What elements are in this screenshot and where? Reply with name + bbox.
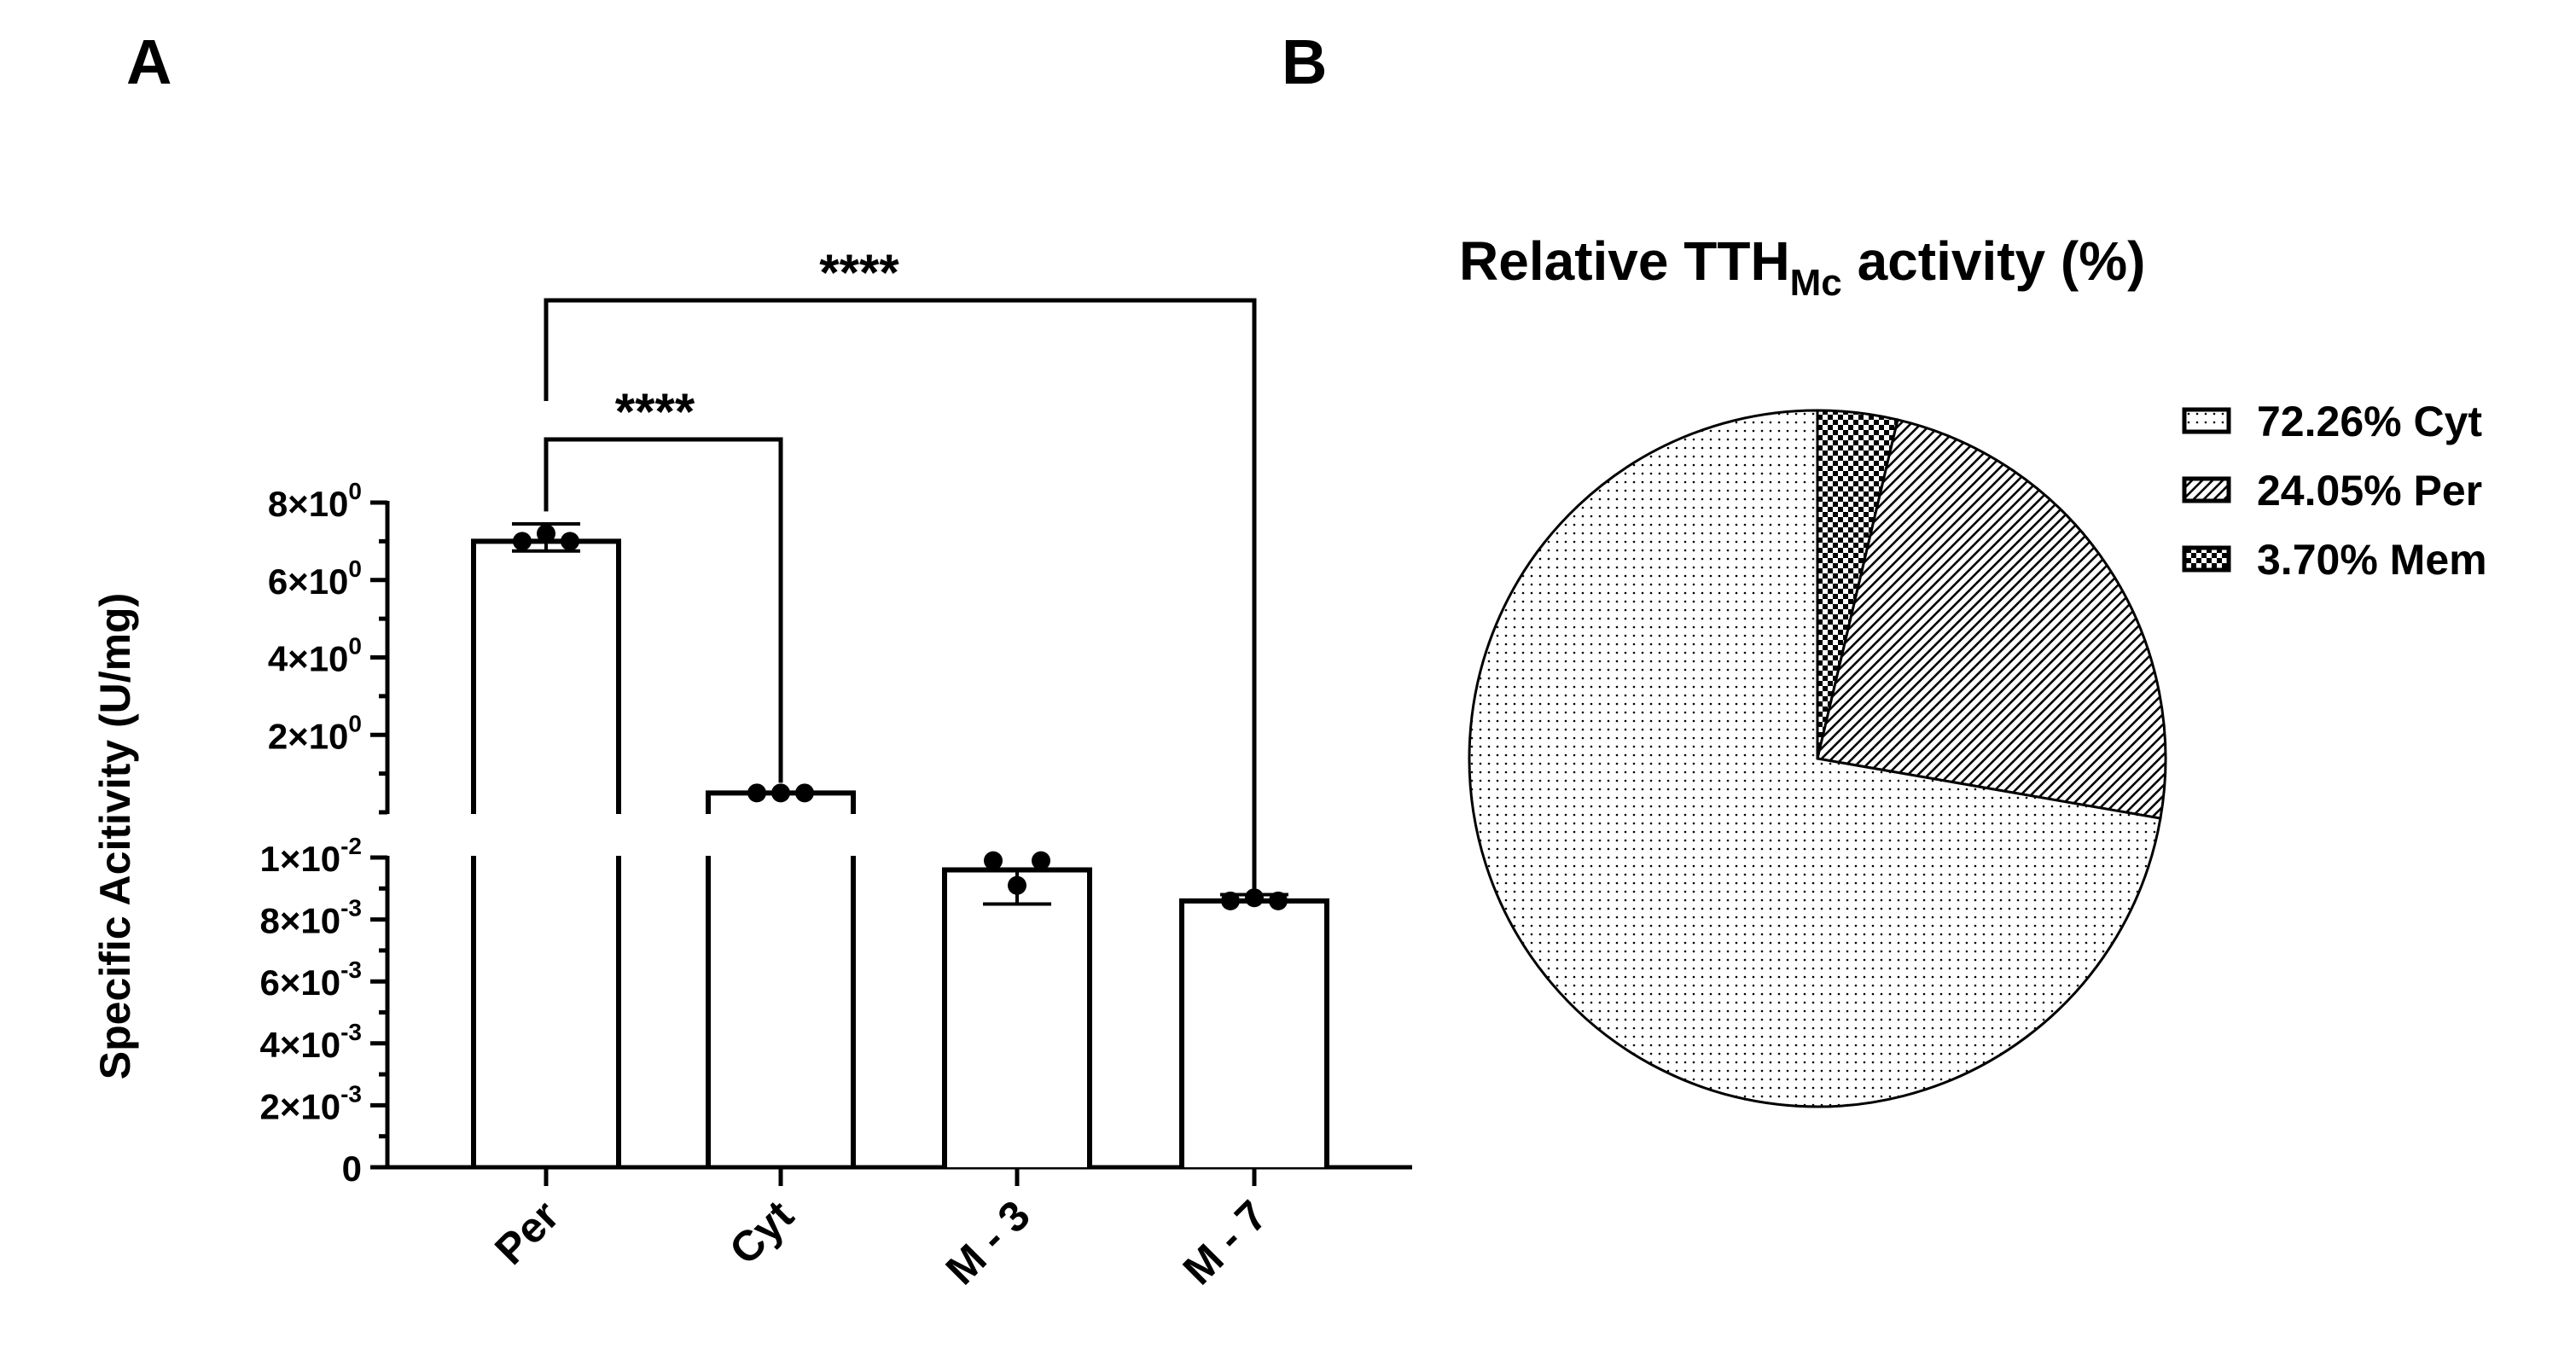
- y-tick-label: 2×10-3: [259, 1080, 362, 1126]
- pie-chart: Relative TTHMc activity (%) 72.26% Cyt 24…: [1459, 230, 2487, 1108]
- y-tick-exponent: 0: [348, 478, 362, 504]
- y-tick-label: 6×100: [268, 555, 362, 602]
- y-tick-exponent: -2: [340, 833, 362, 859]
- data-point: [795, 783, 814, 803]
- bar-lower-part: [471, 856, 621, 1167]
- pie-title-tail: activity (%): [1842, 230, 2146, 292]
- x-tick-label: Cyt: [720, 1191, 803, 1274]
- data-point: [561, 532, 579, 551]
- significance-label: ****: [615, 383, 695, 440]
- y-tick-exponent: -3: [340, 957, 362, 983]
- y-tick-exponent: -3: [340, 1080, 362, 1107]
- y-tick-label: 8×10-3: [259, 895, 362, 941]
- data-point: [537, 524, 555, 544]
- bar: [1179, 898, 1329, 1167]
- data-point: [513, 532, 532, 551]
- bar-chart: Specific Acitivity (U/mg) ******** 02×10…: [91, 244, 1412, 1294]
- y-tick-exponent: 0: [348, 633, 362, 660]
- bar: [942, 867, 1092, 1167]
- y-tick-mantissa: 2×10: [268, 716, 349, 756]
- pie-title-subscript: Mc: [1790, 262, 1842, 304]
- legend: 72.26% Cyt 24.05% Per 3.70% Mem: [2182, 398, 2487, 584]
- pie-title-main: Relative TTH: [1459, 230, 1790, 292]
- data-point: [1032, 851, 1050, 870]
- y-tick-label: 8×100: [268, 478, 362, 524]
- y-tick-labels: 02×10-34×10-36×10-38×10-31×10-22×1004×10…: [259, 478, 362, 1189]
- y-tick-label: 4×100: [268, 633, 362, 679]
- x-tick-label: M - 7: [1174, 1191, 1276, 1294]
- pie-slice-cyt: [1468, 409, 2162, 1108]
- legend-swatch: [2182, 407, 2231, 434]
- significance-bracket: [544, 437, 783, 783]
- y-tick-exponent: -3: [340, 895, 362, 922]
- data-point: [1008, 875, 1026, 895]
- y-tick-label: 1×10-2: [259, 833, 362, 879]
- y-tick-mantissa: 6×10: [268, 561, 349, 602]
- pie-slices: [1468, 409, 2167, 1108]
- significance-bracket: [544, 298, 1257, 891]
- y-tick-exponent: 0: [348, 710, 362, 736]
- y-tick-exponent: -3: [340, 1019, 362, 1045]
- y-tick-mantissa: 8×10: [268, 484, 349, 524]
- x-tick-label: M - 3: [937, 1191, 1039, 1294]
- y-tick-mantissa: 1×10: [259, 839, 340, 879]
- significance-label: ****: [819, 244, 899, 301]
- pie-slice-per: [1816, 418, 2167, 820]
- data-point: [747, 783, 766, 803]
- data-point: [1269, 891, 1288, 910]
- y-tick-mantissa: 8×10: [259, 901, 340, 941]
- y-tick-mantissa: 4×10: [259, 1025, 340, 1065]
- y-tick-mantissa: 2×10: [259, 1086, 340, 1126]
- panel-b-label: B: [1282, 26, 1327, 97]
- y-tick-label: 2×100: [268, 710, 362, 756]
- significance-brackets: **** ****: [544, 244, 1257, 891]
- y-axis-title: Specific Acitivity (U/mg): [91, 593, 139, 1079]
- y-tick-mantissa: 0: [342, 1148, 362, 1189]
- y-tick-label: 4×10-3: [259, 1019, 362, 1065]
- bar-series: [471, 521, 1329, 1167]
- legend-label: 72.26% Cyt: [2257, 398, 2482, 445]
- legend-label: 24.05% Per: [2257, 467, 2482, 515]
- legend-swatch: [2182, 476, 2231, 503]
- y-tick-mantissa: 6×10: [259, 962, 340, 1003]
- pie-title: Relative TTHMc activity (%): [1459, 230, 2145, 304]
- data-point: [771, 783, 790, 803]
- bar-lower-part: [706, 856, 856, 1167]
- data-point: [1245, 888, 1264, 908]
- data-point: [984, 851, 1003, 870]
- panel-a-label: A: [126, 26, 172, 97]
- bar: [471, 538, 621, 814]
- y-tick-mantissa: 4×10: [268, 639, 349, 679]
- x-tick-label: Per: [486, 1191, 568, 1274]
- legend-swatch: [2182, 545, 2231, 573]
- legend-label: 3.70% Mem: [2257, 536, 2487, 584]
- x-tick-labels: Per Cyt M - 3 M - 7: [486, 1191, 1276, 1294]
- y-tick-label: 0: [342, 1148, 362, 1189]
- data-point: [1221, 891, 1240, 910]
- data-point-series: [513, 524, 1288, 910]
- y-tick-exponent: 0: [348, 555, 362, 582]
- y-tick-label: 6×10-3: [259, 957, 362, 1003]
